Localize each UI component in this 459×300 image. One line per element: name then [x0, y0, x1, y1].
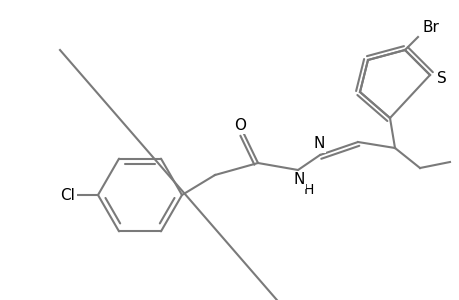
- Text: O: O: [234, 118, 246, 133]
- Text: Cl: Cl: [61, 188, 75, 202]
- Text: H: H: [303, 183, 313, 197]
- Text: Br: Br: [422, 20, 438, 34]
- Text: S: S: [436, 70, 446, 86]
- Text: N: N: [293, 172, 304, 188]
- Text: N: N: [313, 136, 324, 152]
